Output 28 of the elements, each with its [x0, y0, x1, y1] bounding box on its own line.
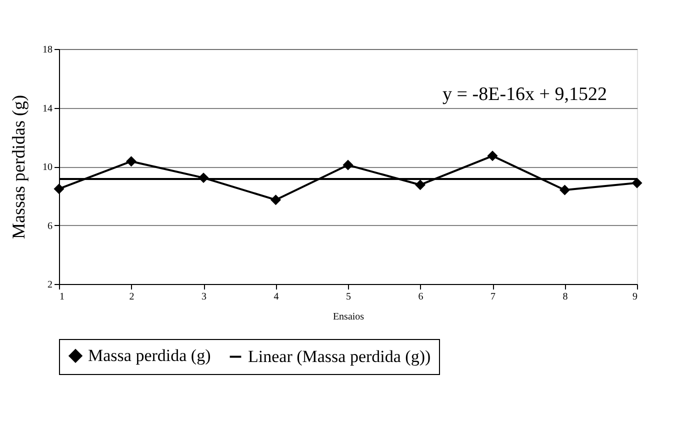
- annotation: y = -8E-16x + 9,1522: [442, 84, 607, 105]
- y-tick-label: 10: [42, 162, 52, 173]
- y-tick-label: 2: [48, 280, 52, 290]
- x-tick-label: 6: [418, 292, 424, 302]
- point: [632, 178, 642, 188]
- y-tick-label: 18: [42, 44, 52, 56]
- x-tick-label: 4: [274, 292, 279, 302]
- x-tick-label: 9: [632, 292, 638, 302]
- x-tick-label: 5: [346, 292, 351, 302]
- point: [270, 194, 281, 206]
- y-axis-title: Massas perdidas (g): [8, 95, 28, 239]
- x-tick-label: 1: [60, 292, 64, 302]
- x-tick-label: 2: [129, 292, 134, 302]
- point: [342, 160, 354, 170]
- x-tick-label: 7: [490, 292, 496, 302]
- point: [126, 156, 136, 167]
- y-tick-label: 6: [48, 220, 52, 232]
- legend-label: Linear (Massa perdida (g)): [248, 346, 431, 366]
- y-tick-label: 14: [42, 103, 52, 114]
- point: [198, 172, 209, 184]
- legend-label: Massa perdida (g): [88, 346, 211, 365]
- point: [54, 184, 64, 194]
- x-tick-label: 8: [562, 292, 568, 302]
- point: [415, 180, 426, 190]
- point: [487, 150, 498, 162]
- x-axis-title: Ensaios: [332, 312, 364, 322]
- point: [560, 184, 570, 196]
- x-tick-label: 3: [202, 292, 206, 302]
